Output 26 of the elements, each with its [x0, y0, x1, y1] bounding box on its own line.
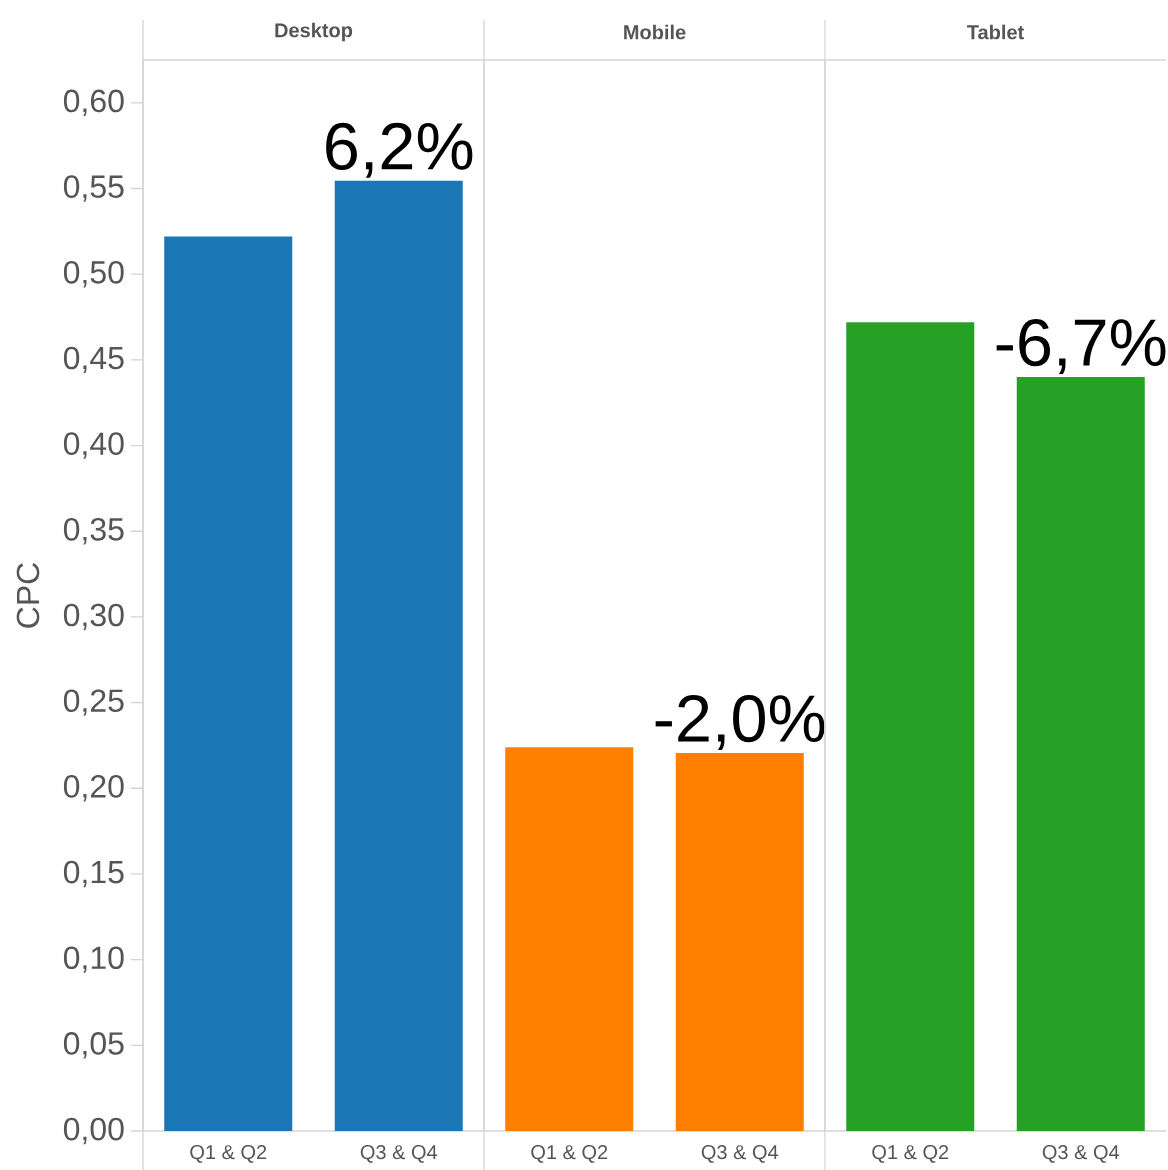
annotation: 6,2%: [326, 122, 473, 178]
chart-title: Mobile: [624, 24, 686, 40]
x-tick-label: Q1 & Q2: [531, 1145, 608, 1163]
x-tick-label: Q1 & Q2: [190, 1145, 267, 1163]
y-tick-label: 0,05: [63, 1032, 124, 1059]
y-axis-title: CPC: [16, 562, 40, 628]
y-tick-label: 0,60: [63, 89, 124, 117]
y-tick-label: 0,15: [63, 860, 124, 888]
chart-title: Desktop: [275, 22, 353, 42]
y-tick-label: 0,50: [63, 260, 124, 288]
y-tick-label: 0,45: [63, 346, 124, 374]
x-tick-label: Q3 & Q4: [701, 1145, 779, 1163]
x-tick-label: Q3 & Q4: [1042, 1145, 1120, 1163]
y-tick-label: 0,10: [63, 946, 124, 973]
annotation: -6,7%: [996, 318, 1166, 375]
chart-title: Tablet: [967, 24, 1024, 40]
x-tick-label: Q3 & Q4: [360, 1145, 438, 1163]
y-tick-label: 0,00: [63, 1117, 124, 1145]
y-tick-label: 0,30: [63, 603, 124, 631]
y-tick-label: 0,40: [63, 432, 124, 459]
y-tick-label: 0,55: [63, 175, 124, 202]
y-tick-label: 0,25: [63, 689, 124, 716]
x-tick-label: Q1 & Q2: [872, 1145, 949, 1163]
annotation: -2,0%: [655, 694, 825, 751]
y-tick-label: 0,35: [63, 518, 124, 545]
y-tick-label: 0,20: [63, 775, 124, 802]
